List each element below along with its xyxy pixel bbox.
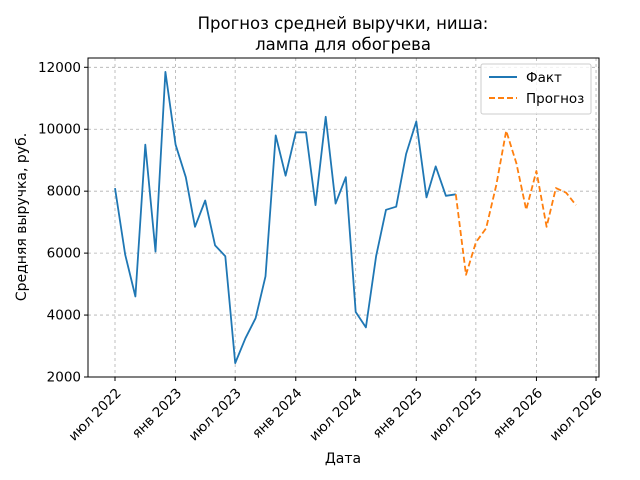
x-tick-label: июл 2025: [426, 385, 485, 444]
x-tick-label: июл 2026: [547, 385, 606, 444]
x-tick-label: июл 2022: [66, 385, 125, 444]
y-tick-label: 12000: [38, 60, 81, 76]
x-tick-label: янв 2025: [370, 385, 426, 441]
x-tick-label: янв 2023: [129, 385, 185, 441]
chart-title-line2: лампа для обогрева: [255, 35, 431, 54]
series-line-forecast: [454, 129, 577, 276]
x-tick-label: янв 2026: [490, 385, 546, 441]
y-tick-label: 4000: [47, 308, 81, 324]
y-tick-label: 8000: [47, 184, 81, 200]
y-tick-label: 2000: [47, 370, 81, 386]
x-tick-label: июл 2024: [306, 385, 365, 444]
series-layer: [114, 71, 577, 365]
series-line-fact: [114, 71, 456, 365]
y-axis-label: Средняя выручка, руб.: [14, 133, 30, 301]
legend-label-forecast: Прогноз: [526, 91, 584, 107]
x-tick-label: янв 2024: [249, 385, 305, 441]
legend-label-fact: Факт: [526, 70, 562, 86]
grid-layer: [88, 58, 599, 378]
x-tick-label: июл 2023: [186, 385, 245, 444]
legend: Факт Прогноз: [480, 63, 592, 115]
y-tick-label: 6000: [47, 246, 81, 262]
plot-frame: [87, 57, 600, 378]
x-axis-label: Дата: [325, 451, 361, 467]
chart-title-line1: Прогноз средней выручки, ниша:: [198, 14, 489, 33]
y-tick-label: 10000: [38, 122, 81, 138]
